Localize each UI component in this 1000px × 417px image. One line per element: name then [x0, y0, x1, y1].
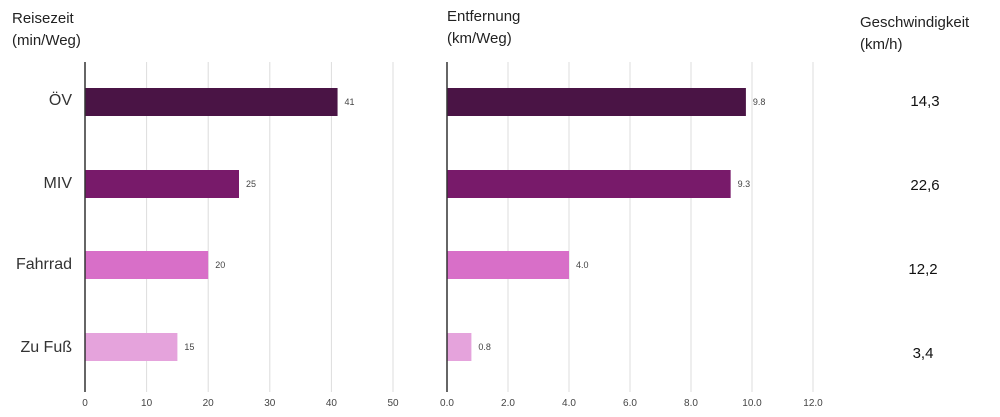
distance-value-label-oev: 9.8 [753, 97, 766, 107]
travel-time-bar-zu-fuss [85, 333, 178, 361]
distance-tick-label-2: 4.0 [562, 398, 576, 409]
distance-tick-label-4: 8.0 [684, 398, 698, 409]
speed-value-miv: 22,6 [910, 177, 940, 194]
travel-time-bar-fahrrad [85, 251, 209, 279]
travel-time-tick-label-5: 50 [387, 398, 399, 409]
speed-unit: (km/h) [860, 36, 903, 53]
travel-time-value-label-zu-fuss: 15 [184, 342, 194, 352]
travel-time-value-label-oev: 41 [345, 97, 355, 107]
distance-tick-label-3: 6.0 [623, 398, 637, 409]
distance-value-label-zu-fuss: 0.8 [478, 342, 491, 352]
distance-bar-zu-fuss [447, 333, 472, 361]
distance-tick-label-1: 2.0 [501, 398, 515, 409]
speed-header: Geschwindigkeit (km/h) [860, 12, 969, 56]
category-label-fahrrad: Fahrrad [15, 256, 72, 273]
speed-value-fahrrad: 12,2 [908, 261, 938, 278]
speed-value-zu-fuss: 3,4 [912, 345, 934, 362]
travel-time-bar-miv [85, 170, 239, 198]
distance-unit: (km/Weg) [447, 30, 512, 47]
travel-time-tick-label-3: 30 [264, 398, 276, 409]
distance-tick-label-6: 12.0 [803, 398, 823, 409]
distance-title: Entfernung [447, 8, 521, 25]
category-label-zu-fuss: Zu Fuß [20, 339, 72, 356]
travel-time-tick-label-1: 10 [141, 398, 153, 409]
travel-time-tick-label-2: 20 [203, 398, 215, 409]
distance-bar-fahrrad [447, 251, 569, 279]
travel-time-tick-label-0: 0 [82, 398, 88, 409]
category-label-miv: MIV [43, 175, 72, 192]
distance-tick-label-5: 10.0 [742, 398, 762, 409]
speed-title: Geschwindigkeit [860, 14, 970, 31]
travel-time-value-label-miv: 25 [246, 179, 256, 189]
speed-value-oev: 14,3 [910, 93, 940, 110]
travel-time-unit: (min/Weg) [12, 32, 81, 49]
distance-header: Entfernung (km/Weg) [447, 6, 520, 50]
category-label-oev: ÖV [48, 92, 72, 109]
travel-time-bar-oev [85, 88, 338, 116]
distance-bar-oev [447, 88, 746, 116]
distance-value-label-miv: 9.3 [738, 179, 751, 189]
travel-time-value-label-fahrrad: 20 [215, 260, 225, 270]
travel-time-header: Reisezeit (min/Weg) [12, 8, 81, 52]
travel-time-tick-label-4: 40 [326, 398, 338, 409]
distance-tick-label-0: 0.0 [440, 398, 454, 409]
distance-value-label-fahrrad: 4.0 [576, 260, 589, 270]
travel-time-title: Reisezeit [12, 10, 74, 27]
distance-bar-miv [447, 170, 731, 198]
